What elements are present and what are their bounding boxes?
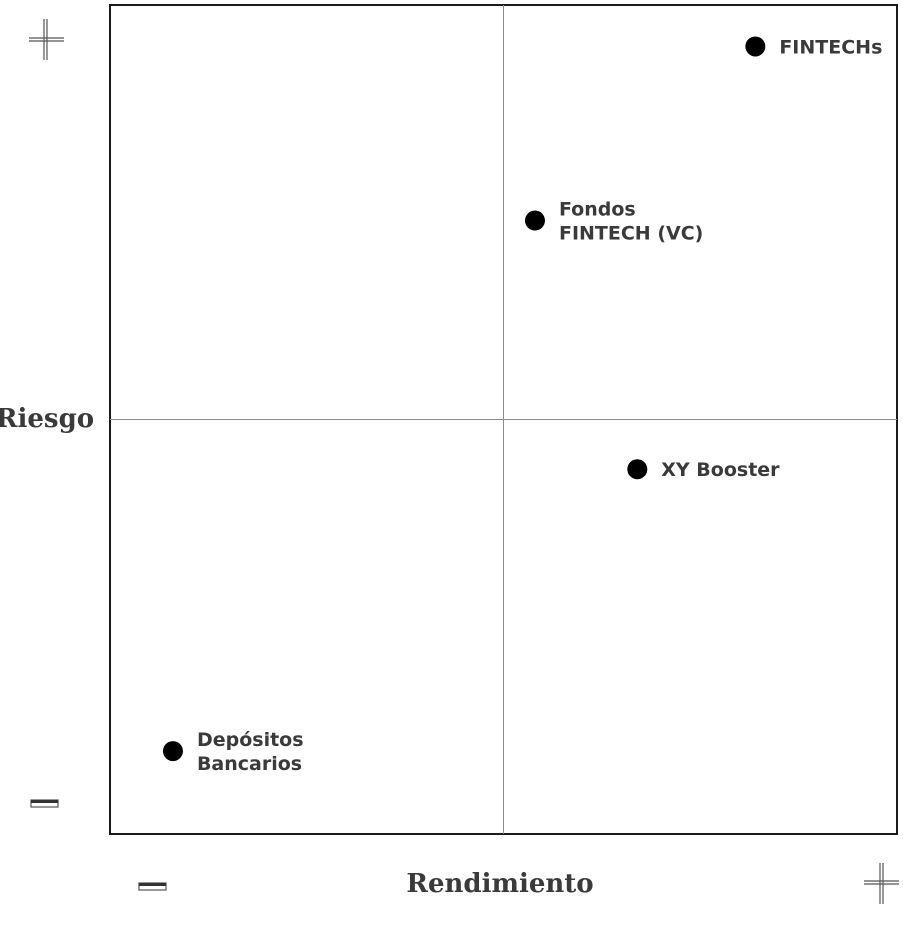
data-point-xy-booster — [627, 459, 648, 480]
y-high-plus-icon — [29, 19, 64, 60]
x-axis-title: Rendimiento — [406, 869, 593, 899]
data-point-fondos-fintech-vc — [524, 210, 545, 231]
data-label-depositos-bancarios-line-1: Depósitos — [197, 729, 304, 751]
data-point-depositos-bancarios — [162, 741, 183, 762]
x-low-minus-icon — [138, 882, 167, 891]
x-high-plus-icon — [864, 863, 899, 904]
data-label-fondos-fintech-vc-line-1: Fondos — [559, 199, 636, 221]
data-point-fintechs — [745, 36, 766, 57]
data-label-fondos-fintech-vc-line-2: FINTECH (VC) — [559, 223, 703, 245]
data-label-fintechs: FINTECHs — [779, 36, 882, 58]
data-label-xy-booster: XY Booster — [661, 459, 780, 481]
y-low-minus-icon — [30, 799, 59, 808]
data-label-depositos-bancarios-line-2: Bancarios — [197, 753, 302, 775]
y-axis-title: Riesgo — [0, 404, 94, 434]
